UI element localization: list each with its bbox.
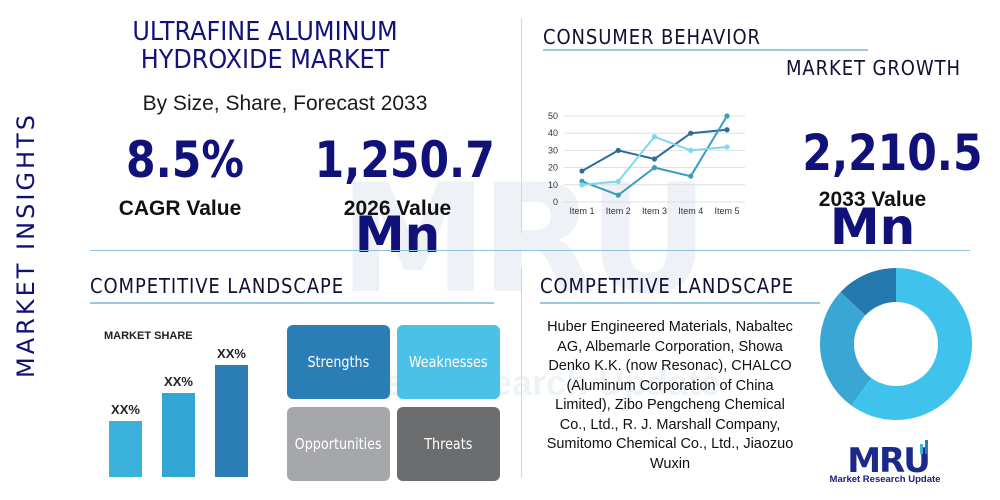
y-tick-label: 40: [548, 128, 558, 138]
consumer-behavior-underline: [543, 49, 868, 51]
horizontal-divider: [90, 250, 970, 251]
series-1-point: [579, 168, 585, 174]
logo-accent-bar-2: [925, 440, 928, 454]
value-2026-label: 2026 Value: [343, 197, 452, 220]
logo-mark: MRU: [847, 441, 929, 481]
swot-threats-tile: Threats: [397, 407, 500, 481]
y-tick-label: 50: [548, 111, 558, 121]
bar-3: [215, 365, 248, 477]
competitive-landscape-title-right: COMPETITIVE LANDSCAPE: [540, 274, 795, 298]
logo-accent-bar-1: [920, 444, 923, 454]
donut-slice-1: [851, 268, 972, 420]
x-tick-label: Item 4: [678, 206, 703, 216]
value-2026-unit: Mn: [354, 206, 441, 264]
value-2033: 2,210.5: [802, 124, 983, 182]
value-2033-unit: Mn: [829, 198, 916, 256]
swot-weaknesses-tile: Weaknesses: [397, 325, 500, 399]
swot-threats-label: Threats: [424, 435, 473, 453]
bar-chart-title: MARKET SHARE: [104, 330, 193, 342]
vertical-divider-bottom: [521, 268, 522, 478]
series-1-point: [615, 147, 621, 153]
competitive-landscape-underline-left: [90, 302, 494, 304]
series-1-point: [724, 127, 730, 133]
series-1-point: [651, 156, 658, 162]
value-2026: 1,250.7: [314, 131, 495, 189]
mru-logo: MRU: [847, 440, 931, 481]
series-3-point: [651, 134, 658, 140]
side-label-text: MARKET INSIGHTS: [12, 112, 40, 378]
series-3-point: [579, 182, 585, 188]
series-2-point: [615, 192, 621, 198]
bar-1: [109, 421, 142, 477]
swot-opportunities-label: Opportunities: [294, 435, 382, 453]
y-tick-label: 0: [553, 197, 558, 207]
y-tick-label: 20: [548, 163, 558, 173]
bar-value-label: XX%: [164, 374, 193, 389]
swot-strengths-tile: Strengths: [287, 325, 390, 399]
series-3-point: [688, 147, 694, 153]
series-2-point: [651, 165, 658, 171]
swot-strengths-label: Strengths: [307, 353, 370, 371]
donut-slice-3: [840, 268, 896, 316]
market-share-bar-chart: MARKET SHARE XX% XX% XX%: [104, 330, 248, 477]
series-3-point: [615, 178, 621, 184]
consumer-behavior-line-chart: 0 10 20 30 40 50 Item 1 Item 2 Item 3 Item 4 Item …: [548, 111, 745, 216]
swot-weaknesses-label: Weaknesses: [409, 353, 488, 371]
cagr-value: 8.5%: [126, 131, 244, 189]
share-donut-chart: [820, 268, 972, 420]
x-tick-label: Item 1: [569, 206, 594, 216]
donut-slice-2: [820, 291, 872, 406]
y-tick-label: 10: [548, 180, 558, 190]
market-growth-title: MARKET GROWTH: [786, 56, 961, 80]
series-2-point: [724, 113, 730, 119]
x-tick-label: Item 5: [714, 206, 739, 216]
series-2-point: [688, 173, 694, 179]
bar-value-label: XX%: [217, 346, 246, 361]
watermark-mark: MRU: [338, 153, 710, 327]
cagr-label: CAGR Value: [118, 197, 242, 220]
side-label: MARKET INSIGHTS: [4, 100, 48, 390]
logo-text: Market Research Update: [829, 474, 941, 485]
companies-list: Huber Engineered Materials, Nabaltec AG,…: [546, 319, 794, 472]
y-tick-label: 30: [548, 145, 558, 155]
competitive-landscape-underline-right: [540, 302, 820, 304]
consumer-behavior-title: CONSUMER BEHAVIOR: [543, 25, 761, 49]
series-3-point: [724, 144, 730, 150]
value-2033-label: 2033 Value: [818, 188, 927, 211]
page-title: ULTRAFINE ALUMINUM HYDROXIDE MARKET: [132, 17, 398, 75]
x-tick-label: Item 2: [606, 206, 631, 216]
bar-2: [162, 393, 195, 477]
page-subtitle: By Size, Share, Forecast 2033: [142, 92, 428, 115]
bar-value-label: XX%: [111, 402, 140, 417]
swot-opportunities-tile: Opportunities: [287, 407, 390, 481]
x-tick-label: Item 3: [642, 206, 667, 216]
series-1-point: [688, 130, 694, 136]
vertical-divider-top: [521, 18, 522, 233]
competitive-landscape-title-left: COMPETITIVE LANDSCAPE: [90, 274, 345, 298]
